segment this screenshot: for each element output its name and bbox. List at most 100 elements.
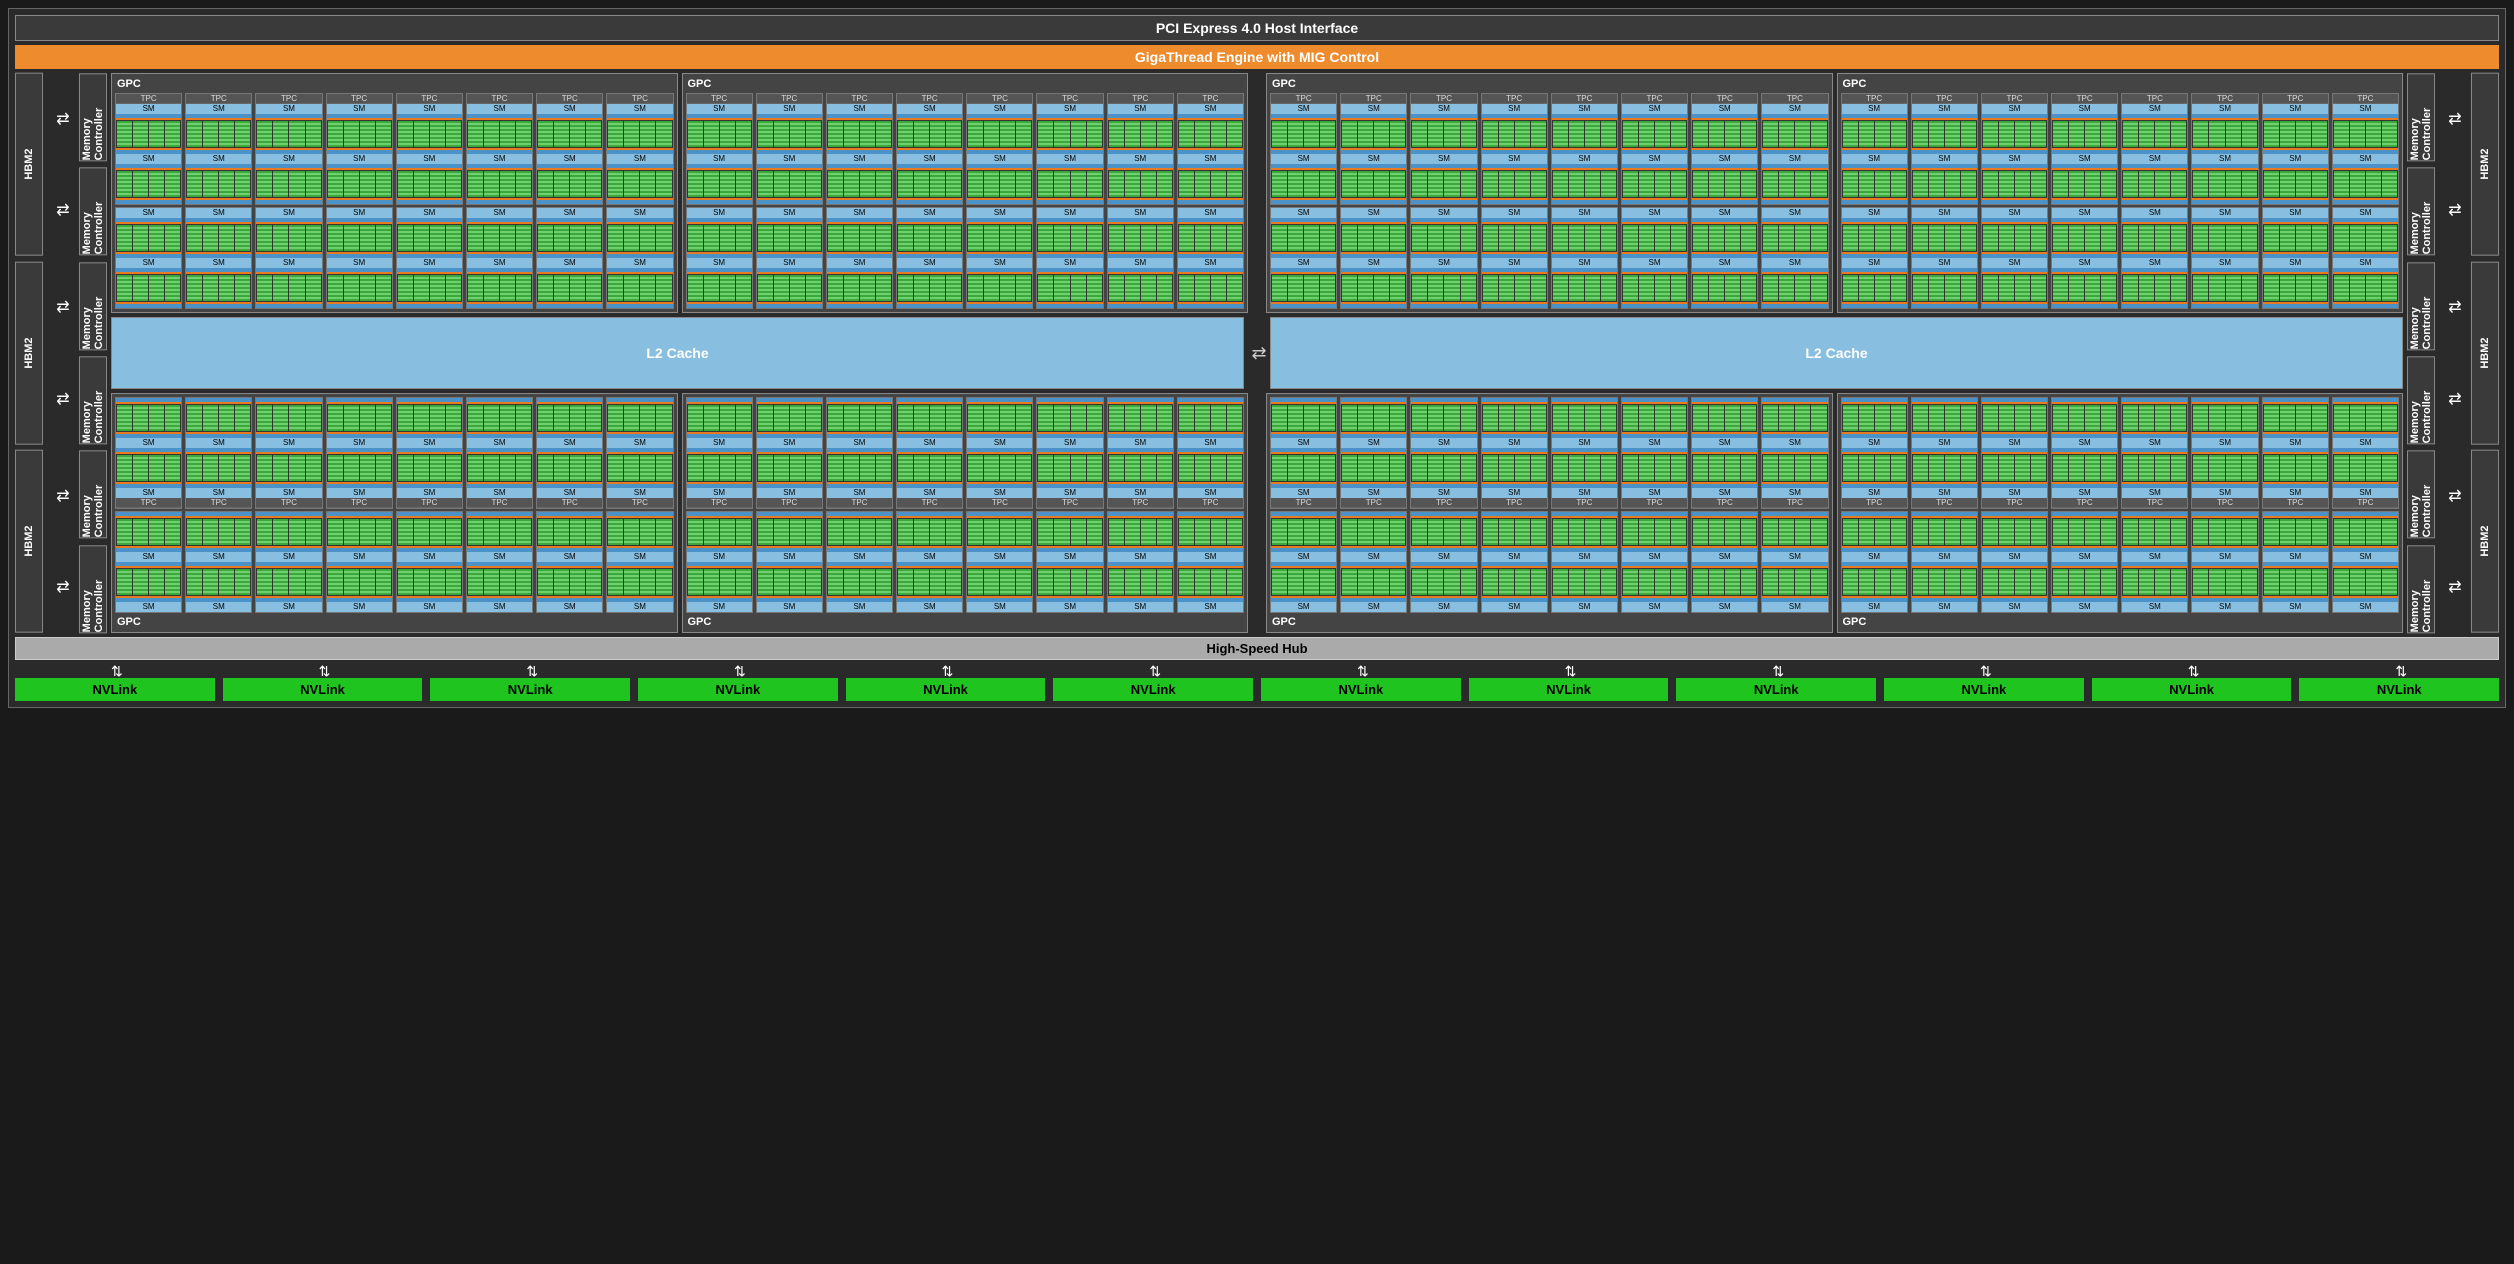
sm-block: SM — [1178, 512, 1243, 562]
tpc-label: TPC — [1982, 498, 2047, 508]
nvlink-row: ⇅NVLink⇅NVLink⇅NVLink⇅NVLink⇅NVLink⇅NVLi… — [15, 664, 2499, 701]
sm-label: SM — [1411, 552, 1476, 562]
sm-block: SM — [1622, 448, 1687, 498]
sm-label: SM — [1341, 438, 1406, 448]
bidir-arrow-icon: ⇄ — [2439, 107, 2467, 131]
sm-label: SM — [967, 258, 1032, 268]
sm-block: SM — [116, 104, 181, 154]
sm-cores — [2192, 274, 2257, 302]
sm-label: SM — [897, 602, 962, 612]
tpc-block: TPCSMSM — [1036, 93, 1103, 205]
sm-label: SM — [116, 258, 181, 268]
memory-controller: Memory Controller — [2407, 545, 2435, 633]
sm-cores — [1411, 568, 1476, 596]
sm-cores — [1178, 120, 1243, 148]
sm-block: SM — [1692, 258, 1757, 308]
sm-block: SM — [186, 258, 251, 308]
sm-label: SM — [1271, 208, 1336, 218]
hbm-arrow-column-right: ⇄⇄⇄⇄⇄⇄ — [2439, 73, 2467, 633]
sm-label: SM — [1912, 552, 1977, 562]
tpc-block: SMSMTPC — [1036, 397, 1103, 509]
sm-label: SM — [1411, 104, 1476, 114]
sm-label: SM — [467, 154, 532, 164]
sm-label: SM — [1912, 488, 1977, 498]
sm-cores — [1982, 120, 2047, 148]
sm-cores — [2192, 120, 2257, 148]
sm-label: SM — [1341, 488, 1406, 498]
tpc-block: SMSM — [1177, 511, 1244, 613]
tpc-block: SMSM — [536, 511, 603, 613]
sm-block: SM — [397, 562, 462, 612]
tpc-block: SMSM — [966, 511, 1033, 613]
sm-label: SM — [2192, 602, 2257, 612]
sm-block: SM — [1178, 154, 1243, 204]
sm-label: SM — [2192, 208, 2257, 218]
sm-block: SM — [1108, 208, 1173, 258]
sm-cores — [1982, 518, 2047, 546]
tpc-block: SMSM — [2121, 207, 2188, 309]
sm-label: SM — [1982, 208, 2047, 218]
sm-cores — [687, 454, 752, 482]
sm-label: SM — [1482, 258, 1547, 268]
tpc-label: TPC — [967, 94, 1032, 104]
sm-cores — [2052, 274, 2117, 302]
sm-block: SM — [2192, 448, 2257, 498]
sm-block: SM — [967, 398, 1032, 448]
sm-label: SM — [1411, 488, 1476, 498]
sm-block: SM — [256, 512, 321, 562]
sm-label: SM — [1482, 488, 1547, 498]
sm-block: SM — [757, 104, 822, 154]
sm-cores — [397, 274, 462, 302]
tpc-block: SMSM — [2332, 207, 2399, 309]
sm-cores — [1037, 274, 1102, 302]
sm-block: SM — [2052, 448, 2117, 498]
sm-label: SM — [1341, 552, 1406, 562]
tpc-block: SMSM — [1841, 207, 1908, 309]
sm-cores — [2263, 224, 2328, 252]
tpc-block: SMSMTPC — [2262, 397, 2329, 509]
sm-label: SM — [897, 208, 962, 218]
sm-block: SM — [757, 154, 822, 204]
sm-label: SM — [1108, 438, 1173, 448]
sm-block: SM — [607, 104, 672, 154]
hbm-block: HBM2 — [2471, 262, 2499, 445]
tpc-block: SMSM — [536, 207, 603, 309]
tpc-block: SMSM — [1761, 207, 1828, 309]
sm-cores — [116, 170, 181, 198]
sm-cores — [327, 224, 392, 252]
tpc-block: TPCSMSM — [466, 93, 533, 205]
sm-block: SM — [1178, 448, 1243, 498]
sm-cores — [1482, 454, 1547, 482]
sm-block: SM — [687, 154, 752, 204]
sm-label: SM — [327, 552, 392, 562]
tpc-block: TPCSMSM — [1410, 93, 1477, 205]
sm-cores — [537, 568, 602, 596]
sm-cores — [186, 404, 251, 432]
sm-block: SM — [2122, 448, 2187, 498]
sm-label: SM — [827, 208, 892, 218]
sm-label: SM — [2263, 258, 2328, 268]
sm-block: SM — [1411, 154, 1476, 204]
sm-cores — [1762, 568, 1827, 596]
gpc-label: GPC — [686, 615, 1245, 629]
sm-block: SM — [397, 208, 462, 258]
tpc-label: TPC — [1912, 498, 1977, 508]
sm-block: SM — [607, 562, 672, 612]
sm-block: SM — [327, 512, 392, 562]
sm-cores — [967, 274, 1032, 302]
tpc-block: SMSM — [185, 207, 252, 309]
sm-block: SM — [757, 258, 822, 308]
tpc-label: TPC — [1622, 94, 1687, 104]
sm-cores — [537, 274, 602, 302]
sm-label: SM — [327, 438, 392, 448]
tpc-label: TPC — [467, 498, 532, 508]
sm-block: SM — [1762, 512, 1827, 562]
sm-block: SM — [1271, 448, 1336, 498]
hbm-block: HBM2 — [2471, 450, 2499, 633]
sm-label: SM — [537, 154, 602, 164]
sm-block: SM — [1341, 154, 1406, 204]
tpc-block: SMSM — [255, 207, 322, 309]
sm-cores — [327, 454, 392, 482]
sm-cores — [1341, 274, 1406, 302]
sm-block: SM — [1912, 448, 1977, 498]
